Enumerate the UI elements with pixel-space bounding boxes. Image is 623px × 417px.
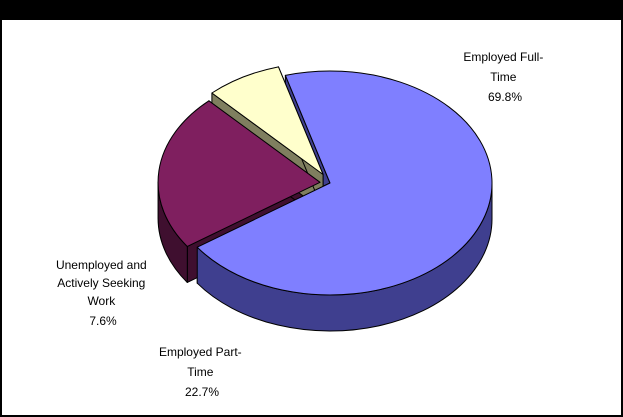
slice-label-part-time-line-1: Employed Part- — [159, 345, 242, 359]
slice-label-full-time-value: 69.8% — [488, 90, 522, 104]
pie-top-layer — [157, 66, 493, 296]
slice-label-part-time: Employed Part- Time 22.7% — [159, 345, 245, 399]
pie-slice-unemployed-and-actively-seeking-work — [211, 66, 324, 175]
chart-top-band — [2, 2, 623, 20]
slice-label-full-time: Employed Full- Time 69.8% — [463, 50, 546, 104]
slice-label-unemployed-line-3: Work — [87, 294, 116, 308]
pie-slice-employed-part-time — [157, 100, 321, 247]
slice-label-unemployed-value: 7.6% — [89, 314, 117, 328]
slice-label-unemployed-line-2: Actively Seeking — [57, 276, 145, 290]
slice-label-part-time-value: 22.7% — [185, 385, 219, 399]
slice-label-full-time-line-2: Time — [490, 70, 517, 84]
pie-slice-employed-full-time — [196, 70, 493, 296]
slice-label-part-time-line-2: Time — [187, 365, 214, 379]
slice-label-full-time-line-1: Employed Full- — [463, 50, 543, 64]
slice-label-unemployed-line-1: Unemployed and — [56, 258, 147, 272]
slice-label-unemployed: Unemployed and Actively Seeking Work 7.6… — [56, 258, 150, 328]
